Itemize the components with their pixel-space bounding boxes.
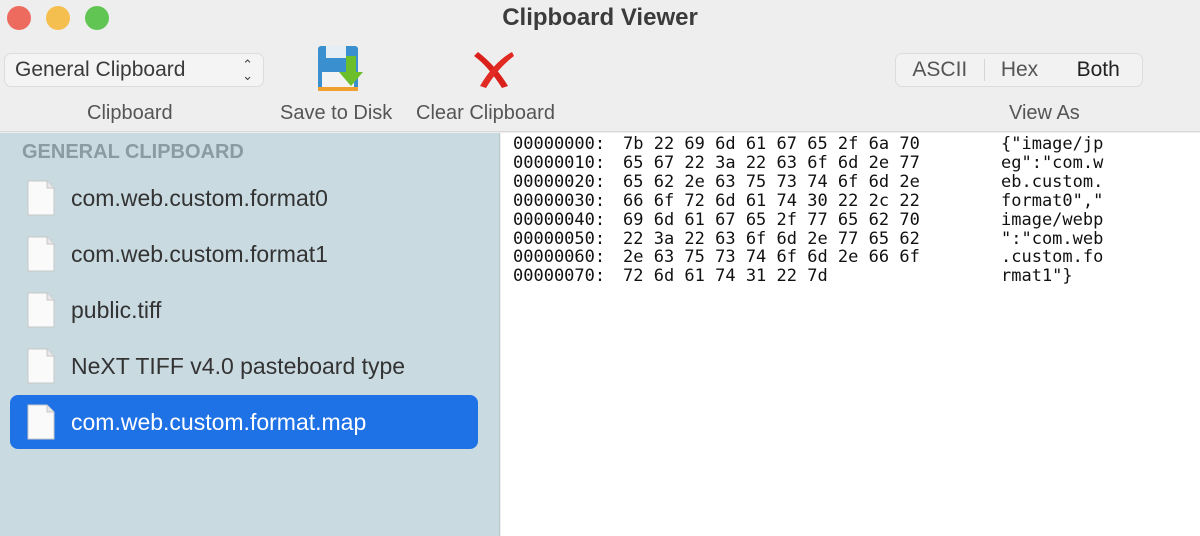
hex-row: 00000050: 22 3a 22 63 6f 6d 2e 77 65 62 ":…: [513, 228, 1200, 249]
hex-row: 00000040: 69 6d 61 67 65 2f 77 65 62 70 im…: [513, 209, 1200, 230]
view-as-segmented-control[interactable]: ASCII Hex Both: [895, 53, 1143, 87]
document-icon: [27, 236, 55, 272]
view-ascii-segment[interactable]: ASCII: [912, 58, 968, 81]
view-hex-segment[interactable]: Hex: [1000, 58, 1039, 81]
hex-ascii: image/webp: [1001, 209, 1104, 230]
document-icon: [27, 348, 55, 384]
zoom-button[interactable]: [85, 6, 109, 30]
hex-ascii: .custom.fo: [1001, 247, 1104, 268]
hex-bytes: 7b 22 69 6d 61 67 65 2f 6a 70: [623, 134, 920, 154]
minimize-button[interactable]: [46, 6, 70, 30]
hex-offset: 00000060:: [513, 247, 606, 268]
hex-ascii: eg":"com.w: [1001, 152, 1104, 173]
document-icon: [27, 292, 55, 328]
chevron-updown-icon: ⌃ ⌄: [242, 57, 253, 83]
floppy-disk-icon: [318, 46, 363, 91]
hex-view[interactable]: 00000000: 7b 22 69 6d 61 67 65 2f 6a 70 {"…: [501, 133, 1200, 536]
clipboard-select-value: General Clipboard: [15, 58, 186, 81]
hex-bytes: 22 3a 22 63 6f 6d 2e 77 65 62: [623, 228, 920, 249]
hex-offset: 00000050:: [513, 228, 606, 249]
hex-ascii: format0",": [1001, 190, 1104, 211]
hex-offset: 00000030:: [513, 190, 606, 211]
hex-bytes: 72 6d 61 74 31 22 7d: [623, 266, 828, 287]
toolbar: Clipboard Viewer General Clipboard ⌃ ⌄ Cl…: [0, 0, 1200, 132]
hex-offset: 00000010:: [513, 152, 606, 173]
sidebar-heading: GENERAL CLIPBOARD: [22, 141, 244, 163]
hex-offset: 00000020:: [513, 171, 606, 192]
hex-ascii: rmat1"}: [1001, 266, 1073, 287]
hex-offset: 00000040:: [513, 209, 606, 230]
sidebar-item[interactable]: com.web.custom.format.map: [10, 395, 478, 449]
save-to-disk-button[interactable]: [316, 44, 364, 99]
sidebar-item[interactable]: com.web.custom.format1: [10, 227, 478, 281]
hex-bytes: 65 62 2e 63 75 73 74 6f 6d 2e: [623, 171, 920, 192]
clear-clipboard-label: Clear Clipboard: [416, 102, 555, 124]
hex-offset: 00000070:: [513, 266, 606, 287]
clipboard-select[interactable]: General Clipboard ⌃ ⌄: [4, 53, 264, 87]
hex-row: 00000000: 7b 22 69 6d 61 67 65 2f 6a 70 {"…: [513, 135, 1200, 154]
sidebar-item[interactable]: com.web.custom.format0: [10, 171, 478, 225]
sidebar-item[interactable]: public.tiff: [10, 283, 478, 337]
save-to-disk-label: Save to Disk: [280, 102, 393, 124]
sidebar-item-label: com.web.custom.format.map: [71, 408, 367, 435]
segment-divider: [983, 59, 985, 81]
sidebar-item-label: com.web.custom.format0: [71, 184, 328, 211]
document-icon: [27, 404, 55, 440]
document-icon: [27, 180, 55, 216]
hex-row: 00000010: 65 67 22 3a 22 63 6f 6d 2e 77 eg…: [513, 154, 1200, 173]
hex-ascii: {"image/jp: [1001, 134, 1104, 154]
hex-bytes: 69 6d 61 67 65 2f 77 65 62 70: [623, 209, 920, 230]
sidebar: GENERAL CLIPBOARD com.web.custom.format0…: [0, 133, 500, 536]
close-button[interactable]: [7, 6, 31, 30]
hex-row: 00000020: 65 62 2e 63 75 73 74 6f 6d 2e eb…: [513, 171, 1200, 192]
clipboard-label: Clipboard: [87, 102, 173, 124]
hex-ascii: eb.custom.: [1001, 171, 1104, 192]
hex-bytes: 65 67 22 3a 22 63 6f 6d 2e 77: [623, 152, 920, 173]
sidebar-item[interactable]: NeXT TIFF v4.0 pasteboard type: [10, 339, 478, 393]
view-both-segment[interactable]: Both: [1076, 58, 1120, 81]
sidebar-item-label: com.web.custom.format1: [71, 240, 328, 267]
hex-row: 00000030: 66 6f 72 6d 61 74 30 22 2c 22 fo…: [513, 190, 1200, 211]
hex-ascii: ":"com.web: [1001, 228, 1104, 249]
sidebar-item-label: NeXT TIFF v4.0 pasteboard type: [71, 352, 406, 379]
window-title: Clipboard Viewer: [502, 4, 698, 31]
clear-clipboard-button[interactable]: [468, 48, 516, 97]
hex-offset: 00000000:: [513, 134, 606, 154]
hex-bytes: 66 6f 72 6d 61 74 30 22 2c 22: [623, 190, 920, 211]
hex-row: 00000060: 2e 63 75 73 74 6f 6d 2e 66 6f .c…: [513, 248, 1200, 267]
view-as-label: View As: [1009, 102, 1080, 124]
sidebar-item-label: public.tiff: [71, 296, 162, 323]
red-x-icon: [474, 52, 514, 88]
hex-bytes: 2e 63 75 73 74 6f 6d 2e 66 6f: [623, 247, 920, 268]
hex-row: 00000070: 72 6d 61 74 31 22 7d rmat1"}: [513, 267, 1200, 286]
